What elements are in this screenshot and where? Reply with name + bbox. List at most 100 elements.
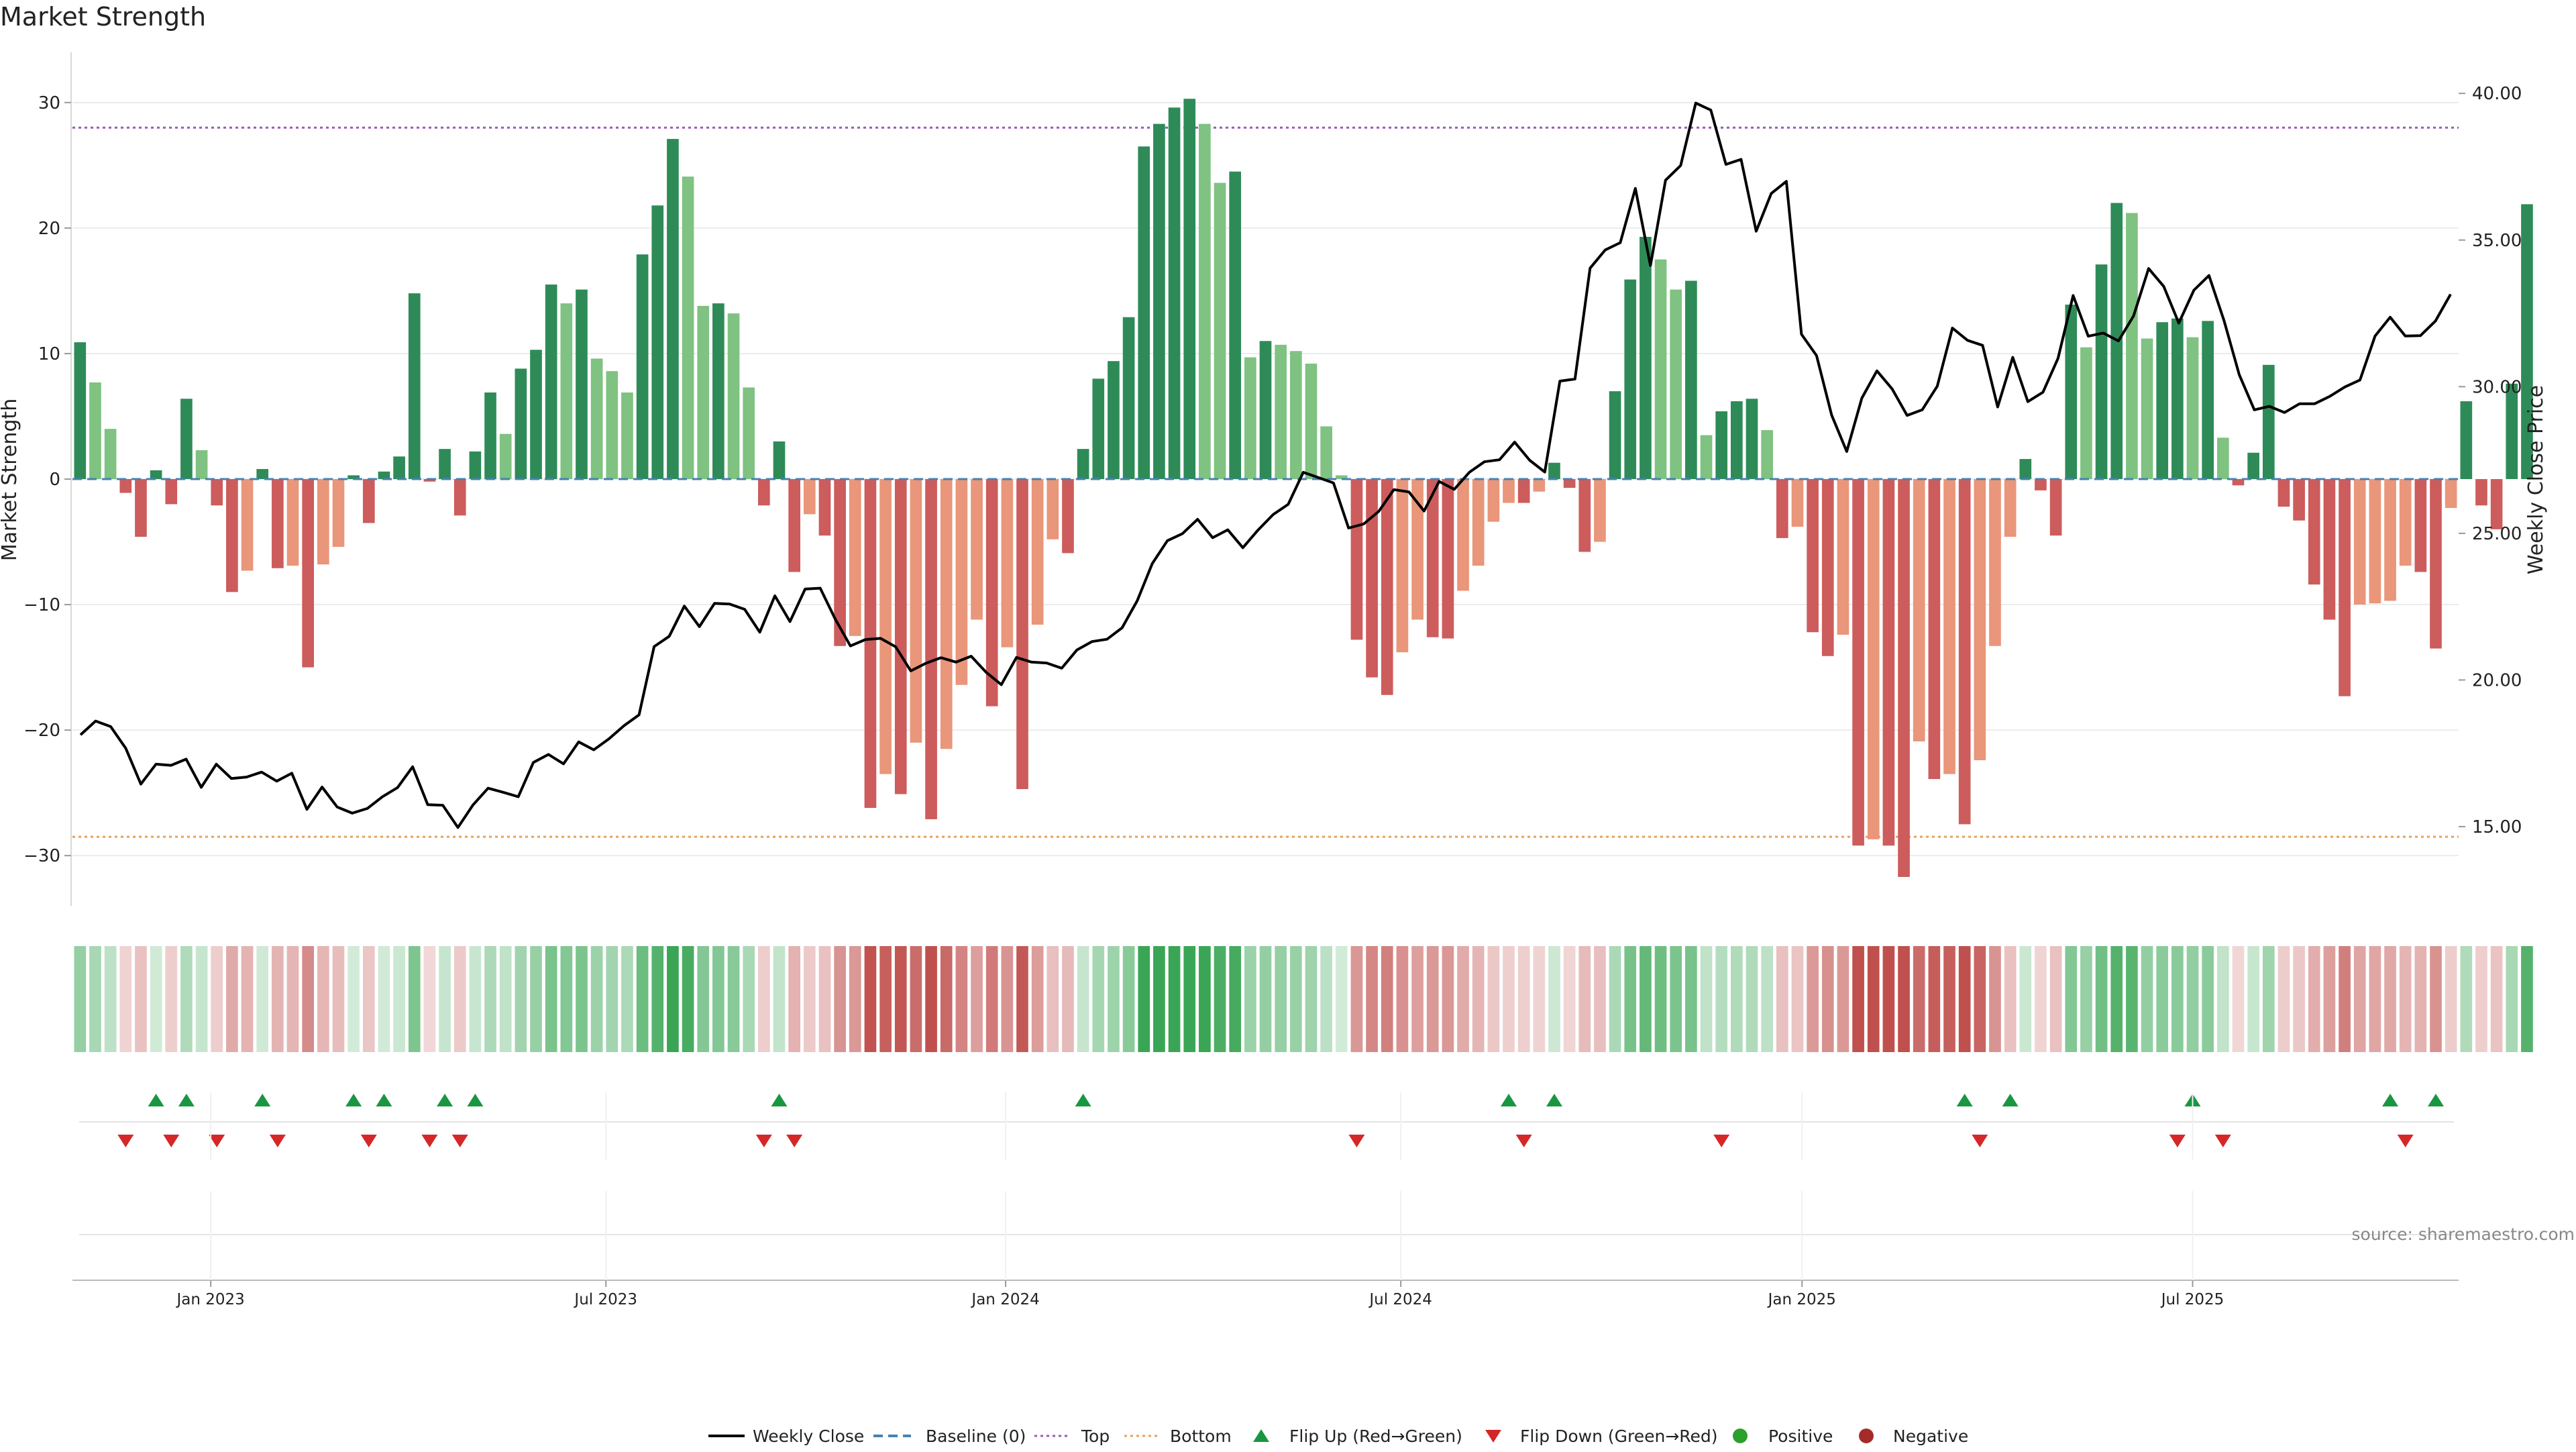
- heat-cell: [1016, 946, 1028, 1052]
- line-layer: [79, 101, 2452, 829]
- strength-bar: [1776, 479, 1788, 538]
- heat-cell: [1807, 946, 1819, 1052]
- strength-bar: [484, 392, 496, 479]
- strength-bar: [803, 479, 816, 515]
- heat-cell: [2399, 946, 2412, 1052]
- flip-up-marker: [2428, 1094, 2445, 1106]
- heat-cell: [180, 946, 193, 1052]
- strength-bar: [2126, 213, 2138, 479]
- heat-cell: [104, 946, 117, 1052]
- strength-bar: [1685, 280, 1697, 479]
- strength-bar: [2460, 401, 2473, 479]
- heat-cell: [2004, 946, 2017, 1052]
- strength-bar: [2035, 479, 2047, 490]
- axes-layer: −30 −20 −10 0 10 20 30 15.00 20.00 25.00 30.00 35.0…: [0, 52, 2548, 1308]
- heat-cell: [2460, 946, 2473, 1052]
- strength-bar: [576, 289, 588, 479]
- heat-cell: [849, 946, 861, 1052]
- flip-markers: [117, 1094, 2445, 1147]
- heat-cell: [758, 946, 770, 1052]
- heat-cell: [1092, 946, 1105, 1052]
- heat-cell: [621, 946, 633, 1052]
- strength-bar: [1594, 479, 1606, 542]
- heat-cell: [2110, 946, 2123, 1052]
- heat-cell: [74, 946, 87, 1052]
- heat-cell: [393, 946, 405, 1052]
- heat-cell: [1503, 946, 1515, 1052]
- heat-cell: [2126, 946, 2138, 1052]
- heat-cell: [2247, 946, 2259, 1052]
- heat-cell: [211, 946, 223, 1052]
- strength-bar: [272, 479, 284, 568]
- heat-cell: [408, 946, 421, 1052]
- y2-tick-label: 20.00: [2472, 670, 2522, 690]
- heat-cell: [135, 946, 147, 1052]
- heat-cell: [834, 946, 846, 1052]
- strength-bar: [2490, 479, 2503, 529]
- y2-tick-label: 35.00: [2472, 231, 2522, 251]
- heat-cell: [1122, 946, 1135, 1052]
- x-tick-label: Jul 2024: [1368, 1291, 1432, 1308]
- strength-bar: [89, 382, 101, 479]
- heat-cell: [1046, 946, 1059, 1052]
- strength-bar: [2430, 479, 2442, 649]
- flip-down-marker: [2214, 1135, 2231, 1147]
- heat-cell: [636, 946, 649, 1052]
- strength-bar: [1381, 479, 1393, 695]
- strength-bar: [2171, 318, 2184, 479]
- strength-bar: [1989, 479, 2001, 646]
- y2-tick-label: 30.00: [2472, 377, 2522, 397]
- strength-bar: [2323, 479, 2336, 620]
- legend-negative-icon: [1859, 1429, 1874, 1443]
- heat-cell: [2019, 946, 2032, 1052]
- strength-bar: [1746, 399, 1758, 479]
- heat-cell: [1259, 946, 1272, 1052]
- strength-bar: [2019, 459, 2032, 479]
- strength-bar: [1016, 479, 1028, 790]
- strength-bar: [408, 293, 421, 479]
- strength-bar: [910, 479, 922, 743]
- strength-bar: [1411, 479, 1424, 620]
- heat-cell: [697, 946, 710, 1052]
- strength-bar: [1670, 289, 1682, 479]
- strength-bar: [2414, 479, 2427, 572]
- heat-cell: [773, 946, 786, 1052]
- y2-axis-label: Weekly Close Price: [2524, 385, 2548, 574]
- strength-bar: [211, 479, 223, 506]
- heat-cell: [1289, 946, 1302, 1052]
- heat-cell: [2216, 946, 2229, 1052]
- strength-bar: [1442, 479, 1454, 639]
- heat-cell: [864, 946, 877, 1052]
- flip-down-marker: [2169, 1135, 2186, 1147]
- strength-bar: [2065, 304, 2078, 479]
- strength-bar: [636, 254, 649, 479]
- strength-bar: [1138, 146, 1150, 479]
- heat-cell: [286, 946, 299, 1052]
- y-tick-label: −20: [23, 721, 60, 741]
- heat-cell: [119, 946, 132, 1052]
- heat-cell: [1654, 946, 1667, 1052]
- strength-bar: [1426, 479, 1439, 637]
- strength-bar: [241, 479, 254, 571]
- strength-bar: [773, 441, 786, 479]
- strength-bar: [1533, 479, 1546, 492]
- flip-down-marker: [1515, 1135, 1532, 1147]
- strength-bar: [119, 479, 132, 493]
- heat-cell: [2445, 946, 2457, 1052]
- heat-cell: [576, 946, 588, 1052]
- heat-cell: [2156, 946, 2169, 1052]
- strength-bar: [2080, 347, 2092, 479]
- legend-label-top: Top: [1081, 1427, 1110, 1446]
- y2-tick-label: 15.00: [2472, 817, 2522, 837]
- strength-bar: [1305, 363, 1318, 479]
- heat-cell: [1411, 946, 1424, 1052]
- strength-bar: [1122, 317, 1135, 479]
- strength-bar: [1108, 361, 1120, 479]
- strength-bar: [2247, 452, 2259, 479]
- y-tick-label: 10: [38, 344, 60, 364]
- heat-cell: [1350, 946, 1363, 1052]
- strength-bar: [1913, 479, 1925, 741]
- heat-cell: [1168, 946, 1181, 1052]
- heat-cell: [651, 946, 664, 1052]
